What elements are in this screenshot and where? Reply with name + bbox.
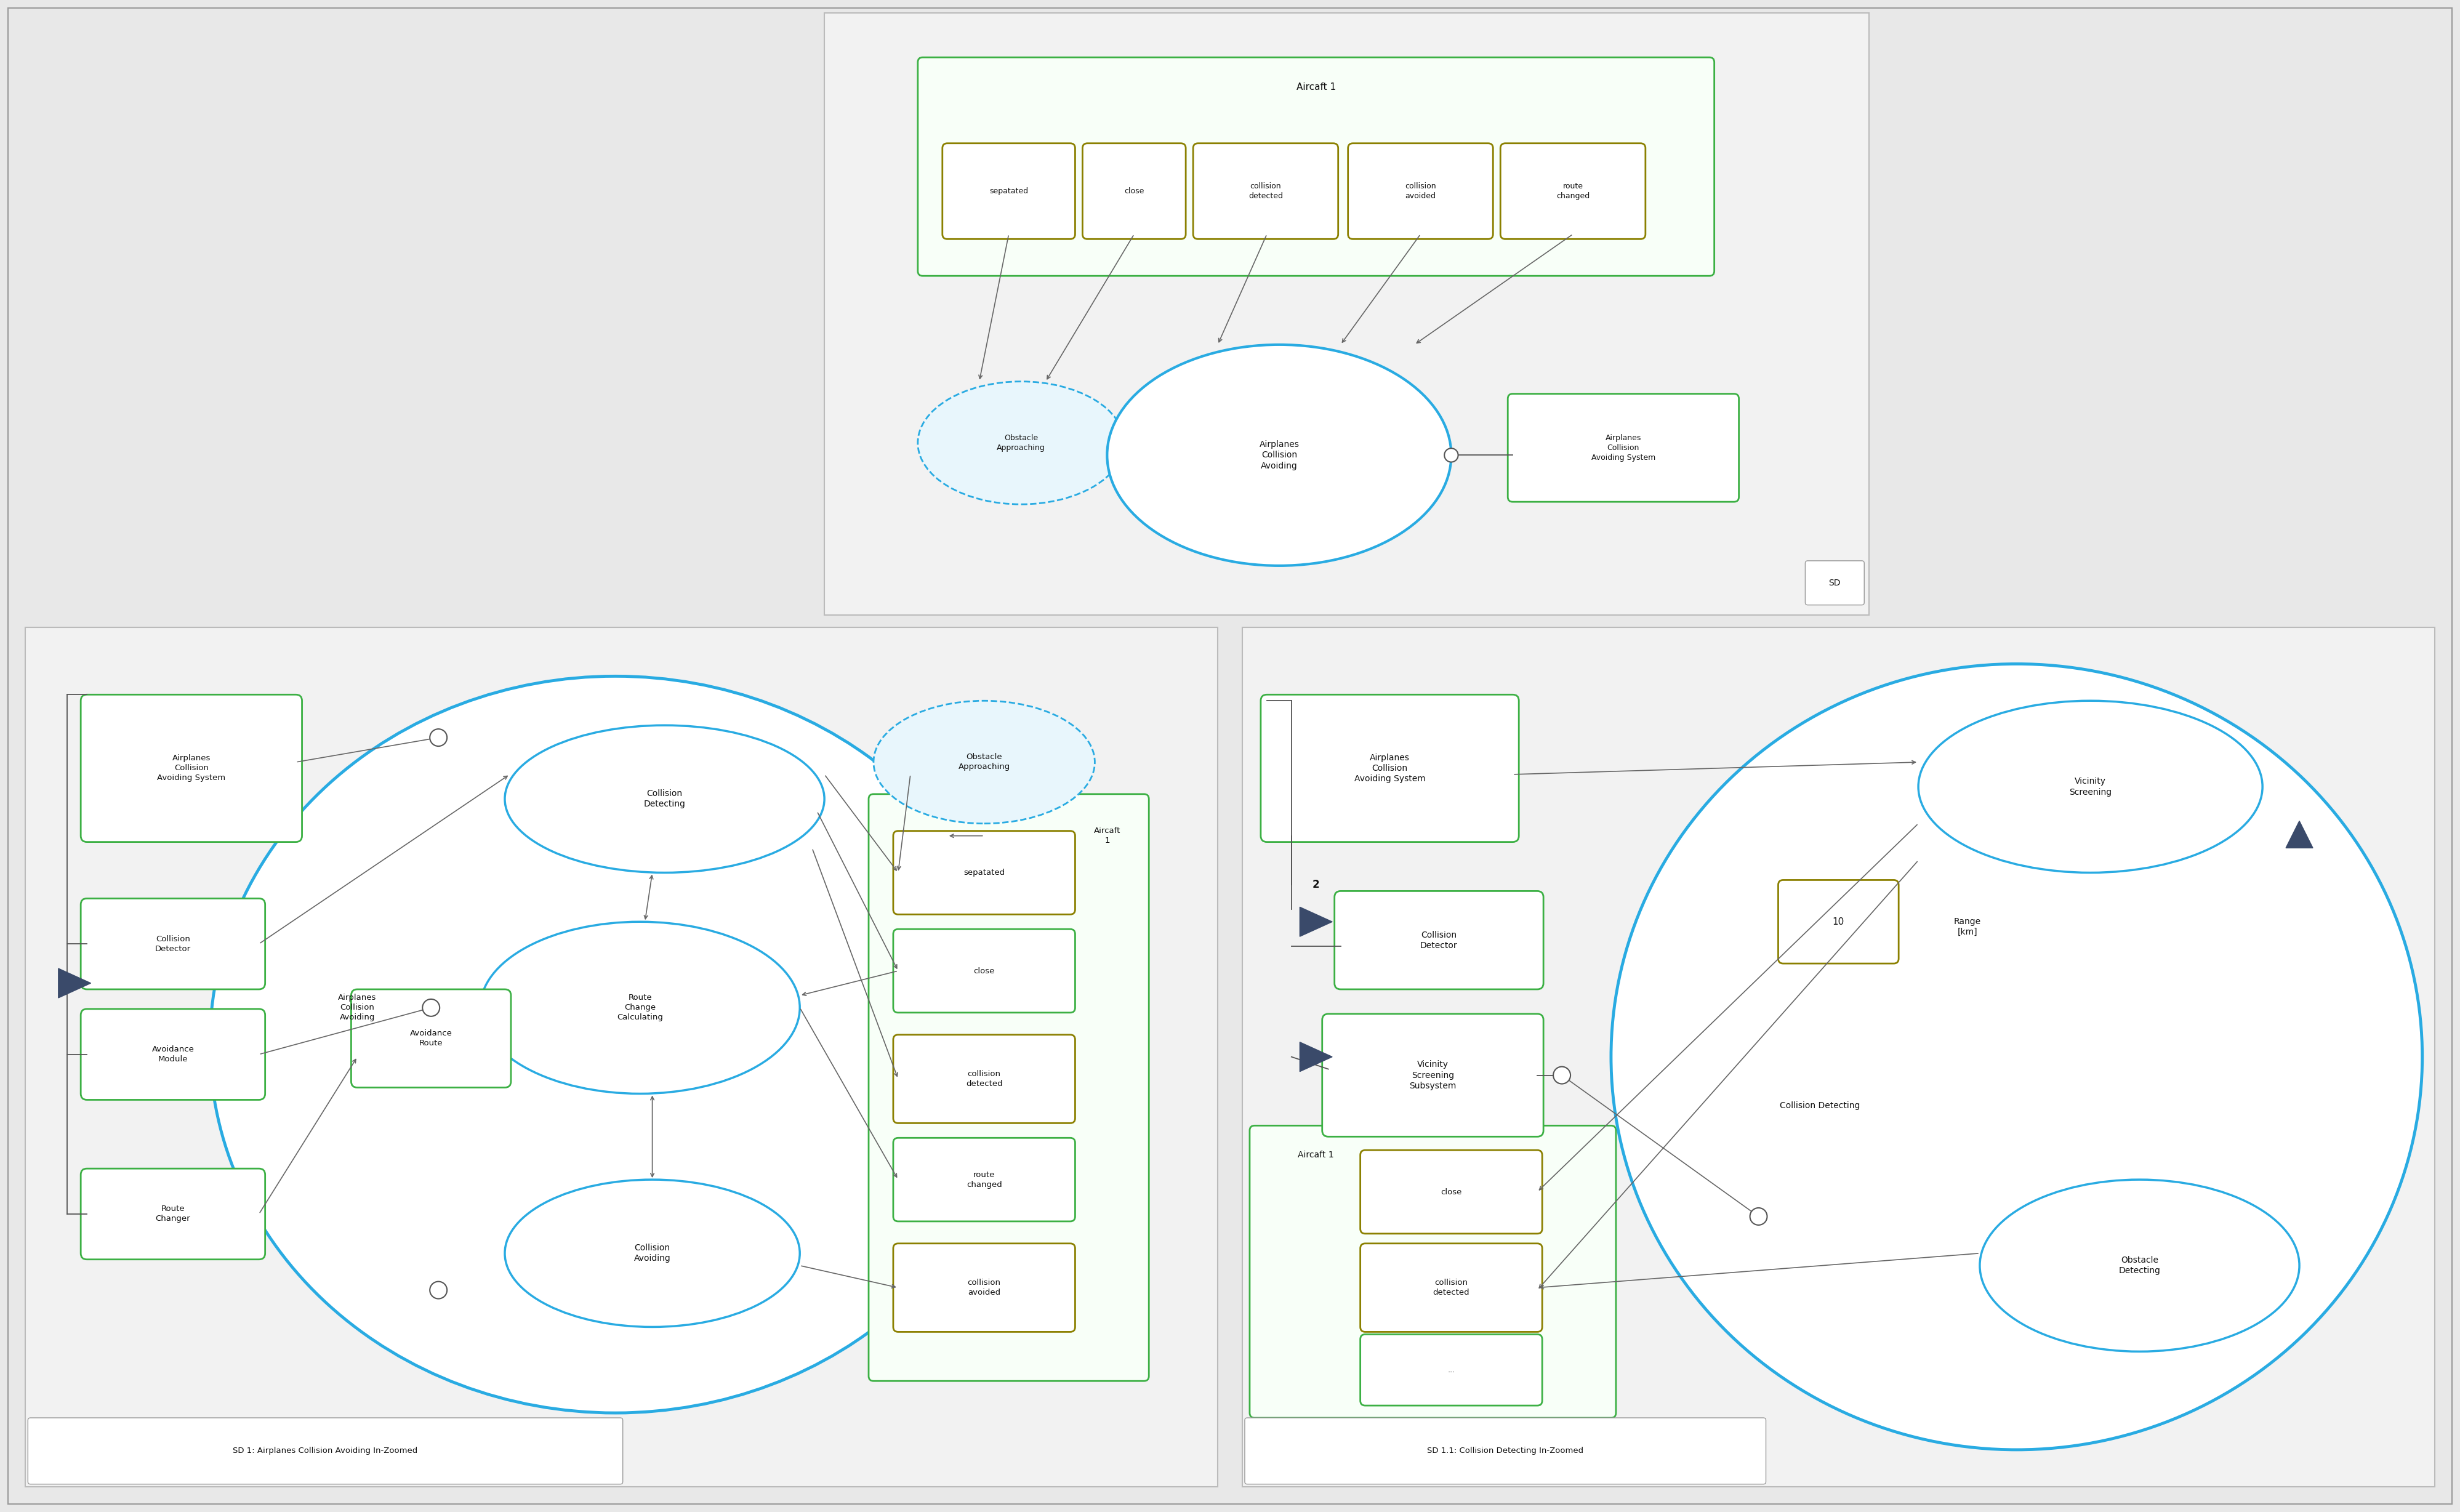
Text: Aircaft 1: Aircaft 1	[1299, 1151, 1333, 1160]
FancyBboxPatch shape	[81, 1009, 266, 1099]
FancyBboxPatch shape	[1082, 144, 1186, 239]
FancyBboxPatch shape	[27, 1418, 622, 1485]
Bar	[824, 14, 1870, 615]
Text: Avoidance
Route: Avoidance Route	[411, 1030, 453, 1048]
FancyBboxPatch shape	[942, 144, 1075, 239]
Polygon shape	[2285, 821, 2312, 848]
FancyBboxPatch shape	[893, 1034, 1075, 1123]
Circle shape	[1749, 1208, 1766, 1225]
Ellipse shape	[1611, 664, 2423, 1450]
Text: Collision Detecting: Collision Detecting	[1781, 1102, 1860, 1110]
Text: Collision
Detecting: Collision Detecting	[645, 789, 686, 809]
Polygon shape	[1299, 1042, 1333, 1072]
Text: Obstacle
Approaching: Obstacle Approaching	[959, 753, 1011, 771]
Text: Collision
Detector: Collision Detector	[155, 934, 192, 953]
FancyBboxPatch shape	[1360, 1243, 1542, 1332]
Ellipse shape	[480, 922, 800, 1093]
Text: ...: ...	[1446, 1365, 1454, 1374]
FancyBboxPatch shape	[1348, 144, 1493, 239]
Text: Collision
Avoiding: Collision Avoiding	[635, 1244, 672, 1263]
Polygon shape	[59, 968, 91, 998]
Text: sepatated: sepatated	[964, 869, 1004, 877]
Ellipse shape	[918, 381, 1124, 505]
Text: Route
Changer: Route Changer	[155, 1205, 189, 1223]
FancyBboxPatch shape	[1321, 1015, 1542, 1137]
FancyBboxPatch shape	[1360, 1151, 1542, 1234]
FancyBboxPatch shape	[81, 898, 266, 989]
Text: route
changed: route changed	[967, 1170, 1001, 1188]
Ellipse shape	[504, 1179, 800, 1328]
Circle shape	[423, 999, 440, 1016]
Text: close: close	[1442, 1188, 1461, 1196]
Text: Airplanes
Collision
Avoiding System: Airplanes Collision Avoiding System	[1353, 753, 1424, 783]
Text: 2: 2	[1314, 880, 1319, 891]
Circle shape	[430, 729, 448, 747]
Text: 10: 10	[1833, 918, 1845, 927]
FancyBboxPatch shape	[893, 832, 1075, 915]
Text: Avoidance
Module: Avoidance Module	[153, 1045, 194, 1063]
Text: Airplanes
Collision
Avoiding: Airplanes Collision Avoiding	[1260, 440, 1299, 470]
Text: Airplanes
Collision
Avoiding System: Airplanes Collision Avoiding System	[157, 754, 226, 782]
Text: route
changed: route changed	[1557, 183, 1589, 200]
Text: Range
[km]: Range [km]	[1953, 918, 1980, 936]
Text: Route
Change
Calculating: Route Change Calculating	[617, 993, 664, 1022]
Text: close: close	[974, 966, 994, 975]
Text: Vicinity
Screening
Subsystem: Vicinity Screening Subsystem	[1410, 1060, 1456, 1090]
Text: SD 1: Airplanes Collision Avoiding In-Zoomed: SD 1: Airplanes Collision Avoiding In-Zo…	[234, 1447, 418, 1455]
Text: Collision
Detector: Collision Detector	[1419, 930, 1459, 950]
Text: Vicinity
Screening: Vicinity Screening	[2069, 777, 2111, 797]
Text: SD: SD	[1828, 579, 1840, 587]
FancyBboxPatch shape	[352, 989, 512, 1087]
Text: Aircaft 1: Aircaft 1	[1296, 82, 1336, 91]
Text: Airplanes
Collision
Avoiding System: Airplanes Collision Avoiding System	[1592, 434, 1656, 461]
FancyBboxPatch shape	[1260, 694, 1518, 842]
Ellipse shape	[873, 700, 1095, 824]
FancyBboxPatch shape	[1806, 561, 1865, 605]
FancyBboxPatch shape	[868, 794, 1149, 1380]
Text: collision
detected: collision detected	[1247, 183, 1282, 200]
FancyBboxPatch shape	[1193, 144, 1338, 239]
FancyBboxPatch shape	[81, 1169, 266, 1259]
FancyBboxPatch shape	[1250, 1125, 1616, 1418]
FancyBboxPatch shape	[1779, 880, 1899, 963]
FancyBboxPatch shape	[893, 1139, 1075, 1222]
Text: collision
detected: collision detected	[1432, 1279, 1469, 1297]
FancyBboxPatch shape	[1508, 393, 1739, 502]
Ellipse shape	[1919, 700, 2263, 872]
Polygon shape	[1299, 907, 1333, 936]
Bar	[25, 627, 1218, 1486]
Text: Aircaft
1: Aircaft 1	[1095, 827, 1119, 845]
Text: collision
avoided: collision avoided	[1405, 183, 1437, 200]
FancyBboxPatch shape	[81, 694, 303, 842]
FancyBboxPatch shape	[1360, 1334, 1542, 1406]
Text: sepatated: sepatated	[989, 187, 1028, 195]
Text: close: close	[1124, 187, 1144, 195]
Ellipse shape	[1107, 345, 1451, 565]
FancyBboxPatch shape	[1501, 144, 1646, 239]
Text: Obstacle
Approaching: Obstacle Approaching	[996, 434, 1046, 452]
Circle shape	[430, 1282, 448, 1299]
Text: SD 1.1: Collision Detecting In-Zoomed: SD 1.1: Collision Detecting In-Zoomed	[1427, 1447, 1584, 1455]
Text: collision
avoided: collision avoided	[967, 1279, 1001, 1297]
Text: Airplanes
Collision
Avoiding: Airplanes Collision Avoiding	[337, 993, 376, 1022]
Ellipse shape	[504, 726, 824, 872]
FancyBboxPatch shape	[1333, 891, 1542, 989]
Bar	[1242, 627, 2435, 1486]
Circle shape	[1552, 1066, 1569, 1084]
Ellipse shape	[1980, 1179, 2300, 1352]
FancyBboxPatch shape	[893, 930, 1075, 1013]
Text: Obstacle
Detecting: Obstacle Detecting	[2118, 1256, 2160, 1275]
Ellipse shape	[209, 676, 1021, 1412]
Text: collision
detected: collision detected	[967, 1070, 1004, 1087]
FancyBboxPatch shape	[1245, 1418, 1766, 1485]
FancyBboxPatch shape	[918, 57, 1715, 275]
FancyBboxPatch shape	[893, 1243, 1075, 1332]
Circle shape	[1444, 448, 1459, 463]
